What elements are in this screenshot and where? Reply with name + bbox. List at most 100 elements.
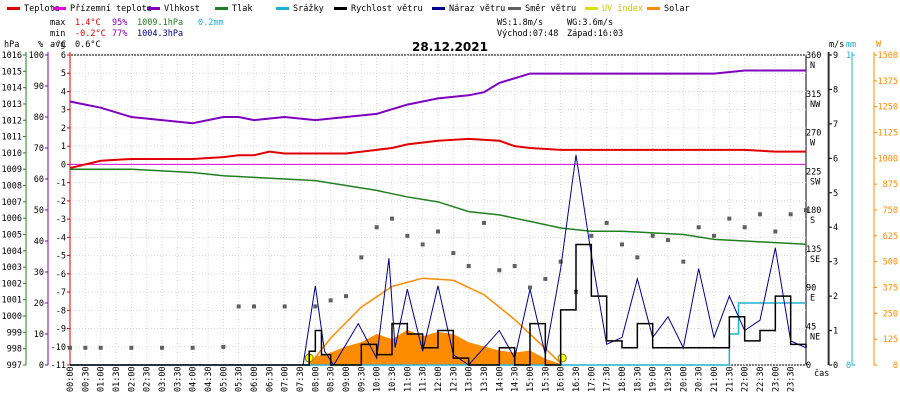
x-tick-label: 21:30 xyxy=(725,366,735,392)
x-tick-label: 12:30 xyxy=(449,366,459,392)
legend-label-solar: Solar xyxy=(664,4,690,14)
wind-tick-label: 9 xyxy=(833,51,838,61)
dir-point xyxy=(742,225,747,230)
solar-tick-label: 1000 xyxy=(878,154,898,164)
x-tick-label: 11:30 xyxy=(419,366,429,392)
dir-point xyxy=(221,344,226,349)
dir-compass-label: SW xyxy=(810,177,821,187)
stat-sunset: Západ:16:03 xyxy=(567,29,623,39)
temp-tick-label: -9 xyxy=(56,325,66,335)
temp-tick-label: 4 xyxy=(61,87,66,97)
hum-tick-label: 80 xyxy=(34,113,44,123)
dir-point xyxy=(528,285,532,290)
dir-compass-label: NE xyxy=(810,332,820,342)
press-tick-label: 1011 xyxy=(2,133,22,143)
dir-compass-label: S xyxy=(810,216,815,226)
legend-swatch-rain xyxy=(276,7,289,10)
dir-point xyxy=(420,242,425,247)
hum-tick-label: 50 xyxy=(34,206,44,216)
dir-tick-label: 45 xyxy=(806,322,816,332)
stat-wg: WG:3.6m/s xyxy=(567,18,613,28)
dir-compass-label: N xyxy=(810,61,815,71)
temp-tick-label: -11 xyxy=(51,361,66,371)
dir-tick-label: 135 xyxy=(806,245,821,255)
wind-tick-label: 5 xyxy=(833,189,838,199)
dir-point xyxy=(190,345,195,350)
x-tick-label: 20:30 xyxy=(695,366,705,392)
chart-title: 28.12.2021 xyxy=(412,40,488,54)
rain-tick-label: 1 xyxy=(846,51,851,61)
dir-point xyxy=(589,233,594,238)
dir-point xyxy=(681,259,686,264)
x-tick-label: 13:30 xyxy=(480,366,490,392)
solar-tick-label: 500 xyxy=(883,258,898,268)
wind-tick-label: 1 xyxy=(833,327,838,337)
solar-tick-label: 1500 xyxy=(878,51,898,61)
dir-point xyxy=(98,345,103,350)
dir-point xyxy=(405,233,410,238)
temp-tick-label: -8 xyxy=(56,306,66,316)
series-wind xyxy=(70,243,807,366)
x-tick-label: 15:30 xyxy=(541,366,551,392)
temp-tick-label: 6 xyxy=(61,51,66,61)
press-tick-label: 1014 xyxy=(2,84,22,94)
dir-point xyxy=(344,294,348,299)
legend-label-press: Tlak xyxy=(232,4,252,14)
press-tick-label: 1006 xyxy=(2,214,22,224)
dir-point xyxy=(635,255,640,260)
dir-tick-label: 270 xyxy=(806,129,821,139)
press-tick-label: 1013 xyxy=(2,100,22,110)
solar-tick-label: 625 xyxy=(883,232,898,242)
chart-axes: 00:00 00:30 01:00 01:30 02:00 02:30 03:00 03:30… xyxy=(2,40,898,392)
press-tick-label: 1002 xyxy=(2,279,22,289)
press-tick-label: 1012 xyxy=(2,116,22,126)
temp-tick-label: -6 xyxy=(56,270,66,280)
dir-tick-label: 360 xyxy=(806,51,821,61)
dir-point xyxy=(650,233,655,238)
dir-point xyxy=(788,212,793,217)
hum-tick-label: 20 xyxy=(34,299,44,309)
stat-sunrise: Východ:07:48 xyxy=(497,29,558,39)
x-tick-label: 21:00 xyxy=(710,366,720,392)
press-tick-label: 1008 xyxy=(2,182,22,192)
wind-tick-label: 8 xyxy=(833,85,838,95)
solar-axis-unit: W xyxy=(876,40,882,50)
temp-tick-label: -10 xyxy=(51,343,66,353)
x-tick-label: 19:00 xyxy=(649,366,659,392)
temp-axis-unit: °C xyxy=(56,40,66,50)
dir-point xyxy=(436,229,440,234)
stat-avg-temp: 0.6°C xyxy=(75,40,101,50)
temp-tick-label: 2 xyxy=(61,124,66,134)
solar-tick-label: 1125 xyxy=(878,129,898,139)
dir-point xyxy=(712,233,716,238)
stats-panel: max 1.4°C 95% 1009.1hPa 0.2mm min -0.2°C… xyxy=(50,18,623,50)
solar-tick-label: 750 xyxy=(883,206,898,216)
x-tick-label: 08:00 xyxy=(311,366,321,392)
x-tick-label: 05:30 xyxy=(235,366,245,392)
press-tick-label: 1004 xyxy=(2,247,22,257)
dir-point xyxy=(758,212,762,217)
dir-compass-label: SE xyxy=(810,255,820,265)
solar-tick-label: 875 xyxy=(883,180,898,190)
x-tick-label: 01:30 xyxy=(112,366,122,392)
dir-point xyxy=(558,259,563,264)
stat-min-press: 1004.3hPa xyxy=(137,29,183,39)
dir-point xyxy=(282,304,287,309)
solar-tick-label: 375 xyxy=(883,284,898,294)
press-tick-label: 1015 xyxy=(2,67,22,77)
dir-point xyxy=(313,304,318,309)
dir-tick-label: 0 xyxy=(806,361,811,371)
stat-max-press: 1009.1hPa xyxy=(137,18,183,28)
solar-tick-label: 0 xyxy=(893,361,898,371)
hum-tick-label: 100 xyxy=(29,51,44,61)
x-tick-label: 23:00 xyxy=(771,366,781,392)
dir-point xyxy=(773,229,778,234)
legend-label-temp: Teplota xyxy=(24,4,60,14)
dir-point xyxy=(804,208,808,212)
dir-compass-label: W xyxy=(810,139,816,149)
press-tick-label: 1007 xyxy=(2,198,22,208)
press-tick-label: 1003 xyxy=(2,263,22,273)
x-tick-label: 14:30 xyxy=(511,366,521,392)
legend-label-dir: Směr větru xyxy=(525,4,576,14)
dir-point xyxy=(160,345,164,350)
